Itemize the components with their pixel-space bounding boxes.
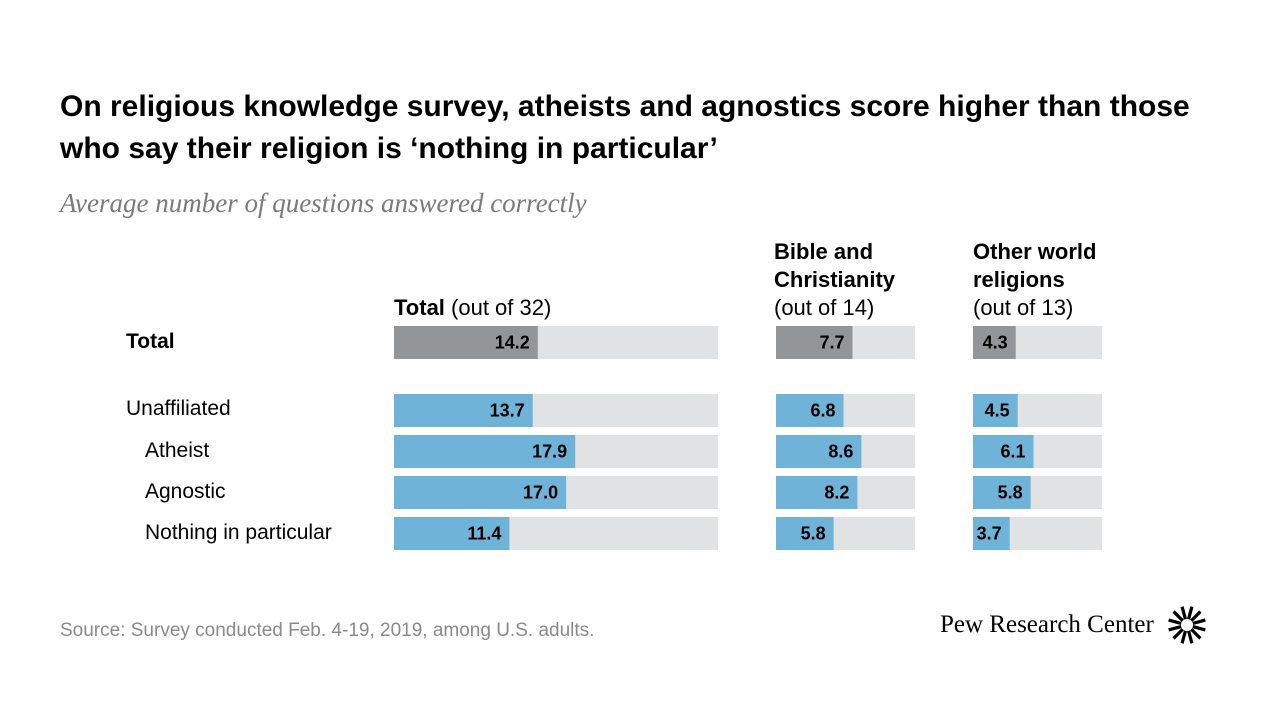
- bar-world-nothing-in-particular: [973, 517, 1010, 550]
- sunburst-ray: [1180, 630, 1187, 644]
- row-label-agnostic: Agnostic: [145, 480, 226, 503]
- bar-bible-atheist: [776, 435, 862, 468]
- data-label-world-unaffiliated: 4.5: [985, 401, 1010, 421]
- data-label-bible-total: 7.7: [819, 333, 844, 353]
- data-label-total-agnostic: 17.0: [523, 483, 558, 503]
- pew-logo: Pew Research Center: [940, 604, 1208, 646]
- column-header-world-name: Other world religions: [973, 239, 1097, 292]
- bar-world-atheist: [973, 435, 1034, 468]
- column-header-bible-range: (out of 14): [774, 295, 875, 320]
- column-header-total-range: (out of 32): [444, 295, 552, 320]
- column-header-world-range: (out of 13): [973, 295, 1074, 320]
- bar-bible-unaffiliated: [776, 394, 844, 427]
- bar-world-agnostic: [973, 476, 1031, 509]
- bar-total-atheist: [394, 435, 576, 468]
- sunburst-ray: [1172, 610, 1184, 622]
- row-label-atheist: Atheist: [145, 439, 210, 462]
- sunburst-ray: [1192, 618, 1206, 625]
- data-label-world-agnostic: 5.8: [998, 483, 1023, 503]
- data-label-bible-atheist: 8.6: [828, 442, 853, 462]
- row-label-unaffiliated: Unaffiliated: [126, 397, 231, 420]
- row-label-nothing-in-particular: Nothing in particular: [145, 521, 332, 544]
- logo-text: Pew Research Center: [940, 611, 1154, 638]
- column-header-bible: Bible and Christianity (out of 14): [774, 238, 924, 322]
- data-label-total-nothing-in-particular: 11.4: [467, 524, 501, 544]
- bar-bible-total: [776, 326, 853, 359]
- bar-total-total: [394, 326, 538, 359]
- bar-bible-nothing-in-particular: [776, 517, 834, 550]
- chart-title: On religious knowledge survey, atheists …: [60, 90, 1190, 165]
- data-label-total-total: 14.2: [495, 333, 530, 353]
- data-label-total-unaffiliated: 13.7: [490, 401, 525, 421]
- sunburst-ray: [1189, 628, 1202, 640]
- data-label-world-nothing-in-particular: 3.7: [977, 524, 1002, 544]
- data-label-world-total: 4.3: [983, 333, 1008, 353]
- bar-world-total: [973, 326, 1016, 359]
- row-label-total: Total: [126, 330, 175, 353]
- sunburst-ray: [1186, 606, 1194, 620]
- sunburst-ray: [1168, 618, 1182, 625]
- sunburst-ray: [1180, 606, 1187, 620]
- data-label-world-atheist: 6.1: [1000, 442, 1025, 462]
- column-header-total: Total (out of 32): [394, 294, 694, 322]
- data-label-total-atheist: 17.9: [532, 442, 567, 462]
- source-note: Source: Survey conducted Feb. 4-19, 2019…: [60, 620, 595, 641]
- bar-world-unaffiliated: [973, 394, 1018, 427]
- column-header-world: Other world religions (out of 13): [973, 238, 1123, 322]
- data-label-bible-unaffiliated: 6.8: [810, 401, 835, 421]
- sunburst-ray: [1168, 625, 1182, 632]
- data-label-bible-nothing-in-particular: 5.8: [801, 524, 826, 544]
- bar-bible-agnostic: [776, 476, 858, 509]
- column-header-bible-name: Bible and Christianity: [774, 239, 896, 292]
- sunburst-ray: [1192, 625, 1206, 632]
- column-header-total-name: Total: [394, 295, 445, 320]
- pew-sunburst-icon: [1168, 606, 1206, 644]
- chart-subtitle: Average number of questions answered cor…: [60, 188, 587, 218]
- sunburst-ray: [1189, 610, 1202, 622]
- bar-total-agnostic: [394, 476, 567, 509]
- data-label-bible-agnostic: 8.2: [824, 483, 849, 503]
- bar-total-unaffiliated: [394, 394, 533, 427]
- sunburst-ray: [1186, 630, 1194, 644]
- bar-total-nothing-in-particular: [394, 517, 510, 550]
- sunburst-ray: [1172, 628, 1184, 640]
